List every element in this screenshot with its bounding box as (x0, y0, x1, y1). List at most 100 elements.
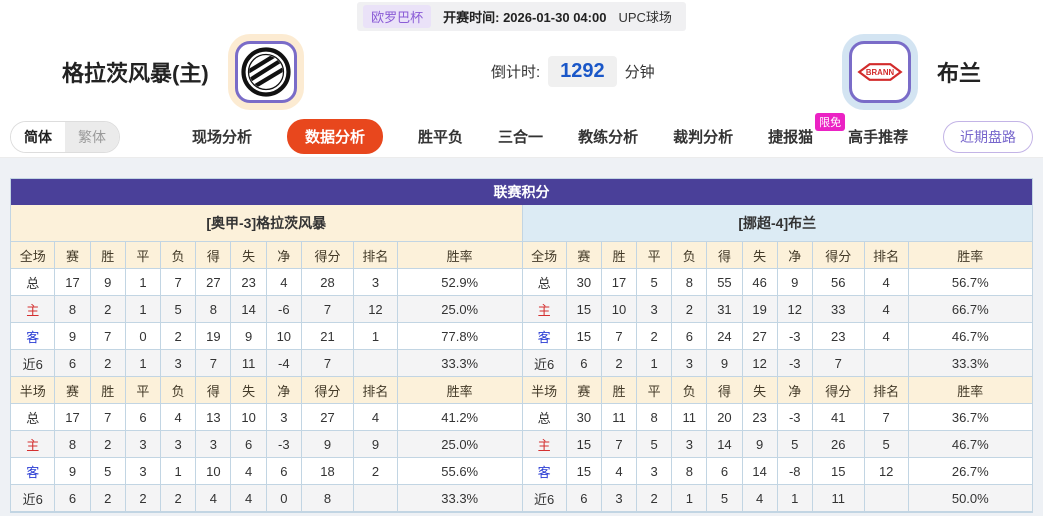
row-label: 客 (522, 457, 567, 485)
tab-jiebaomao[interactable]: 捷报猫 限免 (768, 113, 846, 147)
stat-cell: 4 (265, 268, 302, 296)
column-header: 净 (265, 241, 302, 269)
stat-cell: 4 (352, 403, 398, 431)
tab-expert-picks[interactable]: 高手推荐 (848, 129, 909, 146)
tab-data-analysis[interactable]: 数据分析 (287, 119, 384, 154)
stat-cell: 1 (352, 322, 398, 350)
stat-cell: 3 (195, 430, 232, 458)
stat-cell: 46 (741, 268, 778, 296)
column-header: 胜率 (907, 241, 1032, 269)
stat-cell: 6 (124, 403, 162, 431)
stat-cell: 5 (89, 457, 126, 485)
tab-live-analysis[interactable]: 现场分析 (192, 129, 253, 146)
column-header: 得 (706, 241, 743, 269)
tab-referee-analysis[interactable]: 裁判分析 (673, 129, 734, 146)
stat-cell: 4 (863, 322, 909, 350)
countdown-value: 1292 (548, 56, 617, 87)
recent-trends-button[interactable]: 近期盘路 (943, 120, 1033, 153)
home-team-name: 格拉茨风暴(主) (62, 60, 209, 86)
row-label: 近6 (522, 484, 567, 512)
lang-simplified-button[interactable]: 简体 (11, 121, 65, 152)
stat-cell: 30 (565, 268, 602, 296)
stat-cell: 3 (265, 403, 302, 431)
stat-cell: 2 (636, 322, 673, 350)
column-header: 失 (230, 376, 267, 404)
column-header: 得 (706, 376, 743, 404)
stat-cell: 3 (124, 430, 162, 458)
stats-row: 主 15 7 5 3 14 9 5 26 5 46.7% (522, 430, 1032, 458)
away-team-band: [挪超-4]布兰 (522, 205, 1032, 241)
stat-cell: 6 (671, 322, 708, 350)
countdown-unit: 分钟 (624, 64, 655, 81)
stat-cell: 52.9% (396, 268, 522, 296)
stat-cell: 8 (54, 430, 91, 458)
column-header: 全场 (11, 241, 56, 269)
stat-cell: 15 (565, 295, 602, 323)
stat-cell: 3 (600, 484, 638, 512)
stat-cell: 41.2% (396, 403, 522, 431)
stat-cell: 9 (352, 430, 398, 458)
stat-cell: 33 (811, 295, 865, 323)
stat-cell: 1 (124, 349, 162, 377)
stat-cell: 7 (89, 322, 126, 350)
tab-win-draw-lose[interactable]: 胜平负 (418, 129, 464, 146)
league-points-table: 联赛积分 [奥甲-3]格拉茨风暴 全场赛胜平负得失净得分 排名 胜率总 17 9 1 7 27… (10, 178, 1033, 513)
stat-cell: 8 (671, 268, 708, 296)
stat-cell: 5 (776, 430, 813, 458)
stat-cell: 66.7% (907, 295, 1032, 323)
stat-cell: 12 (776, 295, 813, 323)
stats-row: 主 8 2 1 5 8 14 -6 7 12 25.0% (11, 295, 522, 323)
stats-row: 总 17 7 6 4 13 10 3 27 4 41.2% (11, 403, 522, 431)
home-team-half: [奥甲-3]格拉茨风暴 全场赛胜平负得失净得分 排名 胜率总 17 9 1 7 27 23 4 28… (11, 205, 522, 512)
column-header: 负 (671, 241, 708, 269)
stat-cell: 0 (124, 322, 162, 350)
stat-cell: 7 (300, 295, 354, 323)
stat-cell: 10 (600, 295, 638, 323)
stat-cell: 2 (352, 457, 398, 485)
stat-cell: 7 (811, 349, 865, 377)
stats-row: 近6 6 3 2 1 5 4 1 11 50.0% (522, 484, 1032, 512)
stat-cell: 6 (565, 484, 602, 512)
stat-cell: 46.7% (907, 322, 1032, 350)
stat-cell: 7 (195, 349, 232, 377)
column-header: 半场 (522, 376, 567, 404)
stat-cell (863, 484, 909, 512)
row-label: 客 (11, 322, 56, 350)
stat-cell: 23 (741, 403, 778, 431)
match-info-inner: 欧罗巴杯 开赛时间: 2026-01-30 04:00 UPC球场 (357, 2, 686, 31)
column-header: 全场 (522, 241, 567, 269)
column-header: 负 (160, 376, 197, 404)
stat-cell: 7 (160, 268, 197, 296)
stat-cell: 41 (811, 403, 865, 431)
kickoff-value: 2026-01-30 04:00 (503, 10, 607, 25)
stat-cell: -8 (776, 457, 813, 485)
stat-cell: 1 (160, 457, 197, 485)
stat-cell: 77.8% (396, 322, 522, 350)
match-info-bar: 欧罗巴杯 开赛时间: 2026-01-30 04:00 UPC球场 (0, 0, 1043, 31)
sturm-graz-logo-icon (241, 46, 291, 97)
stat-cell: 33.3% (396, 349, 522, 377)
stat-cell: 2 (600, 349, 638, 377)
lang-traditional-button[interactable]: 繁体 (65, 121, 119, 152)
stat-cell: 4 (863, 268, 909, 296)
tab-three-in-one[interactable]: 三合一 (498, 129, 544, 146)
countdown: 倒计时: 1292 分钟 (307, 56, 839, 87)
stat-cell: 27 (195, 268, 232, 296)
stat-cell: 4 (230, 457, 267, 485)
column-header: 净 (265, 376, 302, 404)
column-header: 胜 (600, 241, 638, 269)
stat-cell: 4 (230, 484, 267, 512)
stat-cell: 4 (863, 295, 909, 323)
stat-cell: 23 (230, 268, 267, 296)
stat-cell: 8 (54, 295, 91, 323)
column-header: 得分 (811, 241, 865, 269)
home-stats-table: 全场赛胜平负得失净得分 排名 胜率总 17 9 1 7 27 23 4 28 3 52.9% 主 8 2 1 5 8… (11, 241, 522, 512)
stat-cell (863, 349, 909, 377)
row-label: 主 (11, 430, 56, 458)
stat-cell: 12 (863, 457, 909, 485)
stat-cell: -3 (776, 349, 813, 377)
row-label: 总 (11, 268, 56, 296)
stats-row: 主 8 2 3 3 3 6 -3 9 9 25.0% (11, 430, 522, 458)
stat-cell: 26.7% (907, 457, 1032, 485)
tab-coach-analysis[interactable]: 教练分析 (578, 129, 639, 146)
